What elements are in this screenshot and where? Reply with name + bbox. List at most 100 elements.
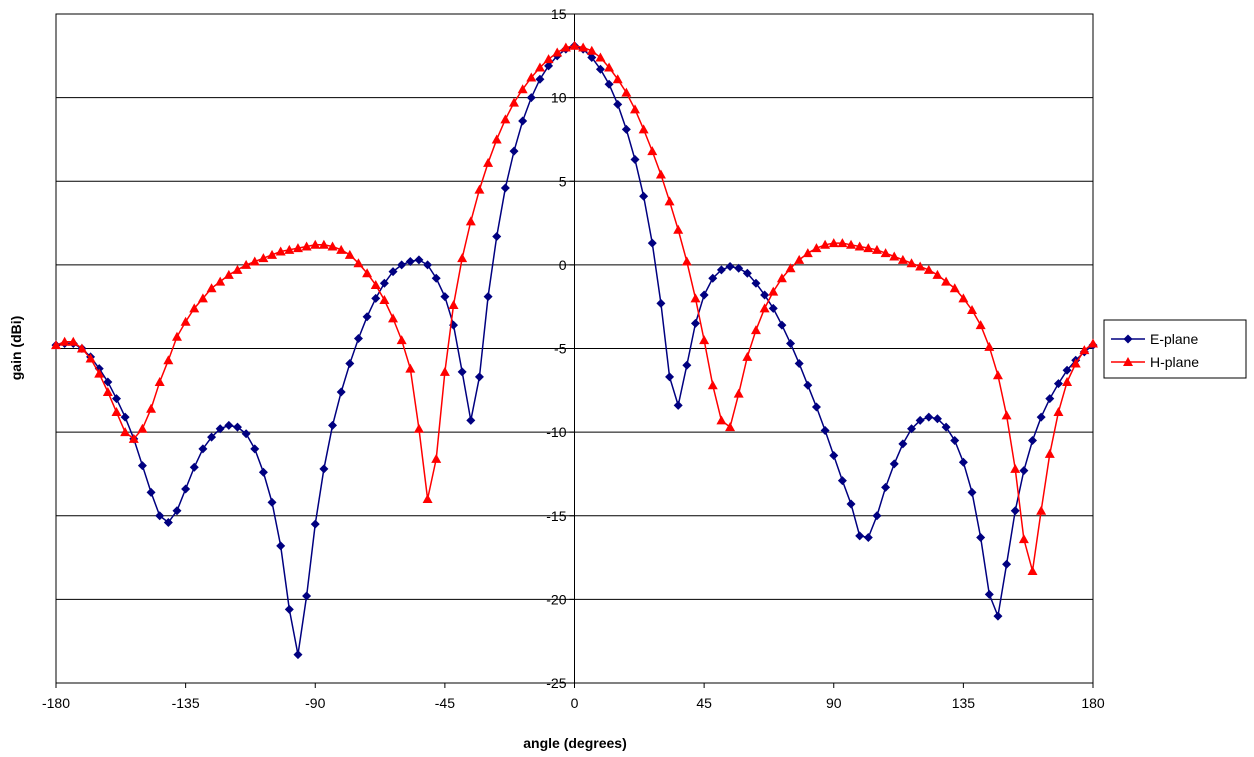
data-point (760, 290, 770, 300)
data-point (328, 420, 338, 430)
data-point (742, 351, 753, 361)
data-point (846, 499, 856, 509)
data-point (690, 293, 701, 303)
data-point (103, 377, 113, 387)
data-point (855, 531, 865, 541)
data-point (155, 511, 165, 521)
data-point (1019, 466, 1029, 476)
data-point (379, 278, 389, 288)
data-point (318, 239, 329, 249)
x-tick-label: -90 (305, 695, 325, 711)
data-point (915, 261, 926, 271)
data-point (509, 146, 519, 156)
data-point (708, 273, 718, 283)
data-point (422, 494, 433, 504)
data-point (284, 604, 294, 614)
data-point (872, 511, 882, 521)
data-point (949, 283, 960, 293)
data-point (854, 241, 865, 251)
data-point (439, 366, 450, 376)
data-point (241, 429, 251, 439)
data-point (102, 386, 113, 396)
data-point (569, 40, 580, 50)
data-point (630, 155, 640, 165)
data-point (699, 335, 710, 345)
data-point (163, 355, 174, 365)
data-point (664, 196, 675, 206)
data-point (984, 341, 995, 351)
data-point (258, 467, 268, 477)
data-point (440, 292, 450, 302)
legend-label: H-plane (1150, 354, 1199, 370)
data-point (1053, 379, 1063, 389)
x-tick-label: 0 (571, 695, 579, 711)
data-point (552, 47, 563, 57)
data-point (431, 273, 441, 283)
data-point (785, 263, 796, 273)
data-point (250, 444, 260, 454)
x-tick-label: 45 (696, 695, 712, 711)
data-point (828, 238, 839, 248)
data-point (604, 62, 615, 72)
data-point (76, 343, 87, 353)
data-point (396, 335, 407, 345)
data-point (292, 243, 303, 253)
data-point (457, 367, 467, 377)
data-point (94, 368, 105, 378)
data-point (146, 487, 156, 497)
data-point (474, 372, 484, 382)
data-point (466, 415, 476, 425)
data-point (465, 216, 476, 226)
data-point (725, 422, 736, 432)
y-tick-label: 0 (559, 257, 567, 273)
data-point (1010, 463, 1021, 473)
data-point (344, 249, 355, 259)
data-point (128, 433, 139, 443)
data-point (353, 258, 364, 268)
y-tick-label: -5 (554, 341, 567, 357)
data-point (1018, 534, 1029, 544)
data-point (699, 290, 709, 300)
data-point (595, 64, 605, 74)
y-tick-label: -20 (546, 591, 566, 607)
data-point (397, 260, 407, 270)
data-point (189, 303, 200, 313)
data-point (1001, 410, 1012, 420)
data-point (734, 263, 744, 273)
data-point (639, 191, 649, 201)
data-point (941, 276, 952, 286)
data-point (889, 459, 899, 469)
data-point (172, 506, 182, 516)
data-point (223, 269, 234, 279)
data-point (863, 532, 873, 542)
data-point (897, 254, 908, 264)
y-axis-title: gain (dBi) (8, 316, 24, 381)
data-point (371, 293, 381, 303)
data-point (621, 87, 632, 97)
data-point (301, 241, 312, 251)
data-point (958, 457, 968, 467)
data-point (526, 72, 537, 82)
data-point (345, 359, 355, 369)
data-point (768, 286, 779, 296)
data-point (336, 387, 346, 397)
data-point (267, 249, 278, 259)
data-point (544, 61, 554, 71)
data-point (871, 244, 882, 254)
legend-label: E-plane (1150, 331, 1198, 347)
data-point (85, 353, 96, 363)
data-point (863, 243, 874, 253)
data-point (543, 54, 554, 64)
data-point (51, 340, 61, 350)
data-point (518, 116, 528, 126)
data-point (526, 93, 536, 103)
data-point (984, 589, 994, 599)
data-point (474, 184, 485, 194)
data-point (336, 244, 347, 254)
data-point (163, 517, 173, 527)
data-point (802, 248, 813, 258)
data-point (898, 439, 908, 449)
data-point (189, 462, 199, 472)
data-point (993, 611, 1003, 621)
data-point (656, 298, 666, 308)
